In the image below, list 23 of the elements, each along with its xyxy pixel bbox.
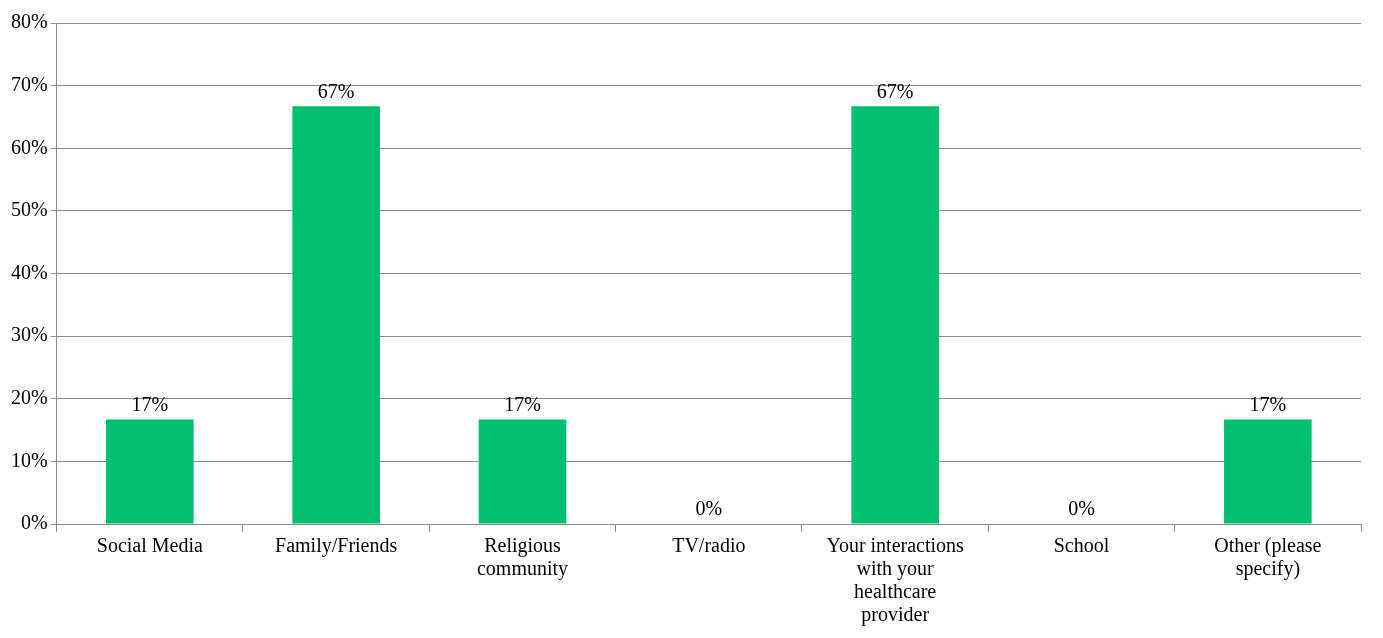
x-tick-label: Religious community [476,533,569,580]
y-tick-label: 70% [10,72,48,95]
x-tick-label: TV/radio [672,533,746,556]
data-label: 67% [876,79,914,102]
y-tick-label: 80% [10,10,48,33]
y-tick-label: 0% [20,511,48,534]
x-tick-label: Family/Friends [275,533,398,557]
data-label: 67% [317,79,355,102]
y-tick-label: 40% [10,260,48,283]
y-tick-label: 30% [10,323,48,346]
y-tick-label: 10% [10,448,48,471]
x-tick-label: School [1053,533,1110,556]
y-tick-label: 20% [10,386,48,408]
x-tick-label: Social Media [96,533,203,556]
data-label: 17% [1249,392,1287,415]
data-label: 17% [131,392,169,415]
y-tick-label: 50% [10,198,48,221]
x-tick-label: Your interactions with your healthcare provider [826,533,965,626]
y-tick-label: 60% [10,135,48,158]
x-tick-label: Other (please specify) [1214,533,1322,580]
data-label: 0% [1068,497,1095,520]
data-label: 17% [504,392,541,415]
data-label: 0% [695,497,723,520]
